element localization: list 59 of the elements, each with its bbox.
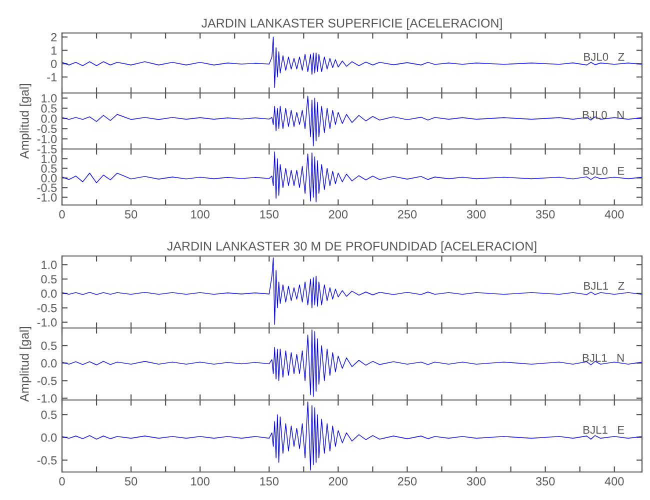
y-tick-label: -1.0: [37, 134, 57, 144]
y-tick-label: 0.5: [41, 342, 57, 350]
y-tick-label: -1.0: [37, 193, 57, 202]
x-tick-label: 200: [328, 210, 348, 219]
y-axis-title: Amplitud [gal]: [20, 84, 32, 159]
y-tick-label: -0.5: [37, 184, 57, 192]
x-tick-label: 150: [260, 210, 279, 219]
y-tick-label: -1.0: [37, 318, 57, 327]
y-tick-label: -1.5: [37, 145, 57, 154]
x-tick-label: 350: [536, 477, 555, 486]
x-tick-label: 400: [604, 210, 624, 219]
x-tick-label: 100: [191, 210, 210, 219]
x-tick-label: 150: [260, 477, 279, 486]
x-tick-label: 0: [59, 210, 65, 219]
x-tick-label: 50: [124, 477, 138, 486]
line-series: [62, 257, 642, 325]
y-tick-label: 0.0: [41, 359, 57, 368]
series-label: BJL1 E: [584, 426, 624, 434]
y-tick-label: 1.0: [42, 94, 57, 102]
series-label: BJL1 Z: [584, 282, 624, 290]
y-tick-label: 0.0: [41, 289, 57, 298]
line-series: [62, 96, 642, 146]
y-tick-label: 0.5: [41, 104, 57, 113]
y-tick-label: 0.0: [41, 433, 57, 442]
y-tick-label: 1.0: [42, 154, 57, 164]
y-tick-label: -0.5: [37, 124, 57, 134]
series-label: BJL0 N: [582, 110, 624, 119]
chart-title: JARDIN LANKASTER 30 M DE PROFUNDIDAD [ACELERACION]: [167, 241, 536, 254]
x-tick-label: 250: [398, 477, 417, 486]
y-axis-title: Amplitud [gal]: [20, 327, 32, 402]
y-tick-label: -1.0: [37, 394, 57, 403]
y-tick-label: -0.5: [37, 456, 57, 465]
x-tick-label: 300: [466, 477, 486, 486]
y-tick-label: 0.0: [41, 114, 57, 123]
x-tick-label: 0: [59, 477, 65, 486]
y-tick-label: 0: [51, 60, 57, 68]
series-label: BJL0 Z: [584, 52, 624, 61]
y-tick-label: 0.5: [41, 164, 57, 173]
y-tick-label: -0.5: [37, 376, 57, 386]
y-tick-label: -0.5: [37, 304, 57, 312]
x-tick-label: 400: [604, 477, 624, 486]
y-tick-label: 0.5: [41, 275, 57, 284]
x-tick-label: 100: [191, 477, 210, 486]
x-tick-label: 350: [536, 210, 555, 219]
series-label: BJL1 N: [582, 354, 624, 362]
y-tick-label: 1: [51, 46, 57, 55]
y-tick-label: 2: [51, 33, 57, 42]
y-tick-label: 0.5: [41, 410, 57, 419]
x-tick-label: 200: [328, 477, 348, 486]
line-series: [62, 36, 642, 88]
y-tick-label: 0.0: [41, 174, 57, 182]
x-tick-label: 300: [466, 210, 486, 219]
line-series: [62, 152, 642, 202]
x-tick-label: 50: [124, 210, 138, 219]
y-tick-label: 1.0: [42, 260, 57, 270]
series-label: BJL0 E: [584, 166, 624, 175]
x-tick-label: 250: [398, 210, 417, 219]
y-tick-label: -1: [47, 73, 57, 82]
chart-title: JARDIN LANKASTER SUPERFICIE [ACELERACION]: [201, 18, 502, 30]
